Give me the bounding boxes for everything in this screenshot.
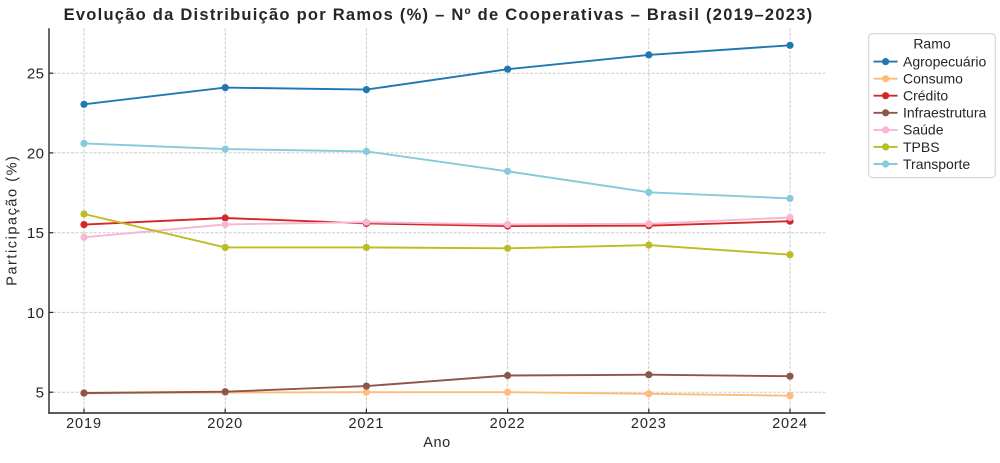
svg-text:Consumo: Consumo xyxy=(903,71,963,87)
svg-text:Infraestrutura: Infraestrutura xyxy=(903,105,986,121)
svg-text:Crédito: Crédito xyxy=(903,88,948,104)
svg-text:2022: 2022 xyxy=(490,416,526,432)
svg-text:15: 15 xyxy=(27,225,45,242)
svg-text:Saúde: Saúde xyxy=(903,122,944,138)
svg-text:2021: 2021 xyxy=(348,416,384,432)
svg-text:2019: 2019 xyxy=(66,416,102,432)
svg-text:2024: 2024 xyxy=(772,416,808,432)
svg-text:2023: 2023 xyxy=(631,416,667,432)
svg-text:TPBS: TPBS xyxy=(903,139,940,155)
svg-text:Agropecuário: Agropecuário xyxy=(903,53,986,69)
svg-text:20: 20 xyxy=(27,145,45,162)
svg-text:Participação (%): Participação (%) xyxy=(5,155,21,286)
svg-text:Evolução da Distribuição por R: Evolução da Distribuição por Ramos (%) –… xyxy=(64,6,814,24)
svg-text:Transporte: Transporte xyxy=(903,156,970,172)
svg-text:Ano: Ano xyxy=(423,435,451,451)
svg-text:2020: 2020 xyxy=(207,416,243,432)
svg-text:5: 5 xyxy=(36,385,45,402)
svg-text:Ramo: Ramo xyxy=(913,36,951,52)
svg-text:25: 25 xyxy=(27,66,45,83)
svg-text:10: 10 xyxy=(27,305,45,322)
